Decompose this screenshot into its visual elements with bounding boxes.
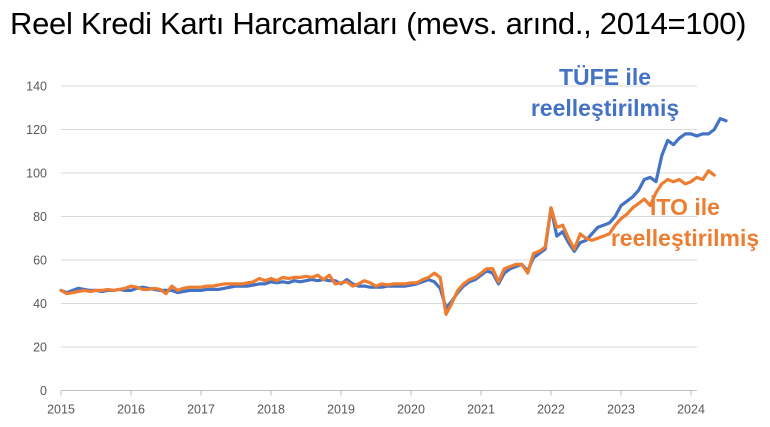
x-tick-label: 2022 [537, 403, 565, 417]
x-axis-ticks: 2015 2016 2017 2018 2019 2020 2021 2022 2023 2024 [47, 390, 705, 417]
annotation-tufe-line1: TÜFE ile [558, 64, 651, 90]
x-tick-label: 2020 [397, 403, 425, 417]
gridlines [61, 85, 697, 391]
y-axis-ticks: 0 20 40 60 80 100 120 140 [26, 80, 47, 399]
x-tick-label: 2019 [327, 403, 355, 417]
x-tick-label: 2024 [677, 403, 705, 417]
y-tick-label: 40 [33, 297, 47, 311]
series-line-ito [59, 169, 716, 316]
annotation-ito: İTO ile reelleştirilmiş [600, 192, 770, 254]
y-tick-label: 100 [26, 167, 47, 181]
x-tick-label: 2021 [467, 403, 495, 417]
annotation-tufe-line2: reelleştirilmiş [530, 95, 680, 121]
annotation-ito-line1: İTO ile [650, 194, 720, 220]
y-tick-label: 140 [26, 80, 47, 94]
annotation-tufe: TÜFE ile reelleştirilmiş [520, 62, 690, 124]
series-lines [59, 116, 728, 316]
y-tick-label: 60 [33, 254, 47, 268]
series-line-tufe [59, 116, 728, 310]
y-tick-label: 0 [40, 384, 47, 398]
x-tick-label: 2023 [607, 403, 635, 417]
x-tick-label: 2016 [117, 403, 145, 417]
chart-title: Reel Kredi Kartı Harcamaları (mevs. arın… [10, 6, 747, 41]
y-tick-label: 80 [33, 210, 47, 224]
x-tick-label: 2015 [47, 403, 75, 417]
x-tick-label: 2017 [187, 403, 215, 417]
y-tick-label: 120 [26, 123, 47, 137]
x-tick-label: 2018 [257, 403, 285, 417]
y-tick-label: 20 [33, 341, 47, 355]
annotation-ito-line2: reelleştirilmiş [610, 225, 760, 251]
